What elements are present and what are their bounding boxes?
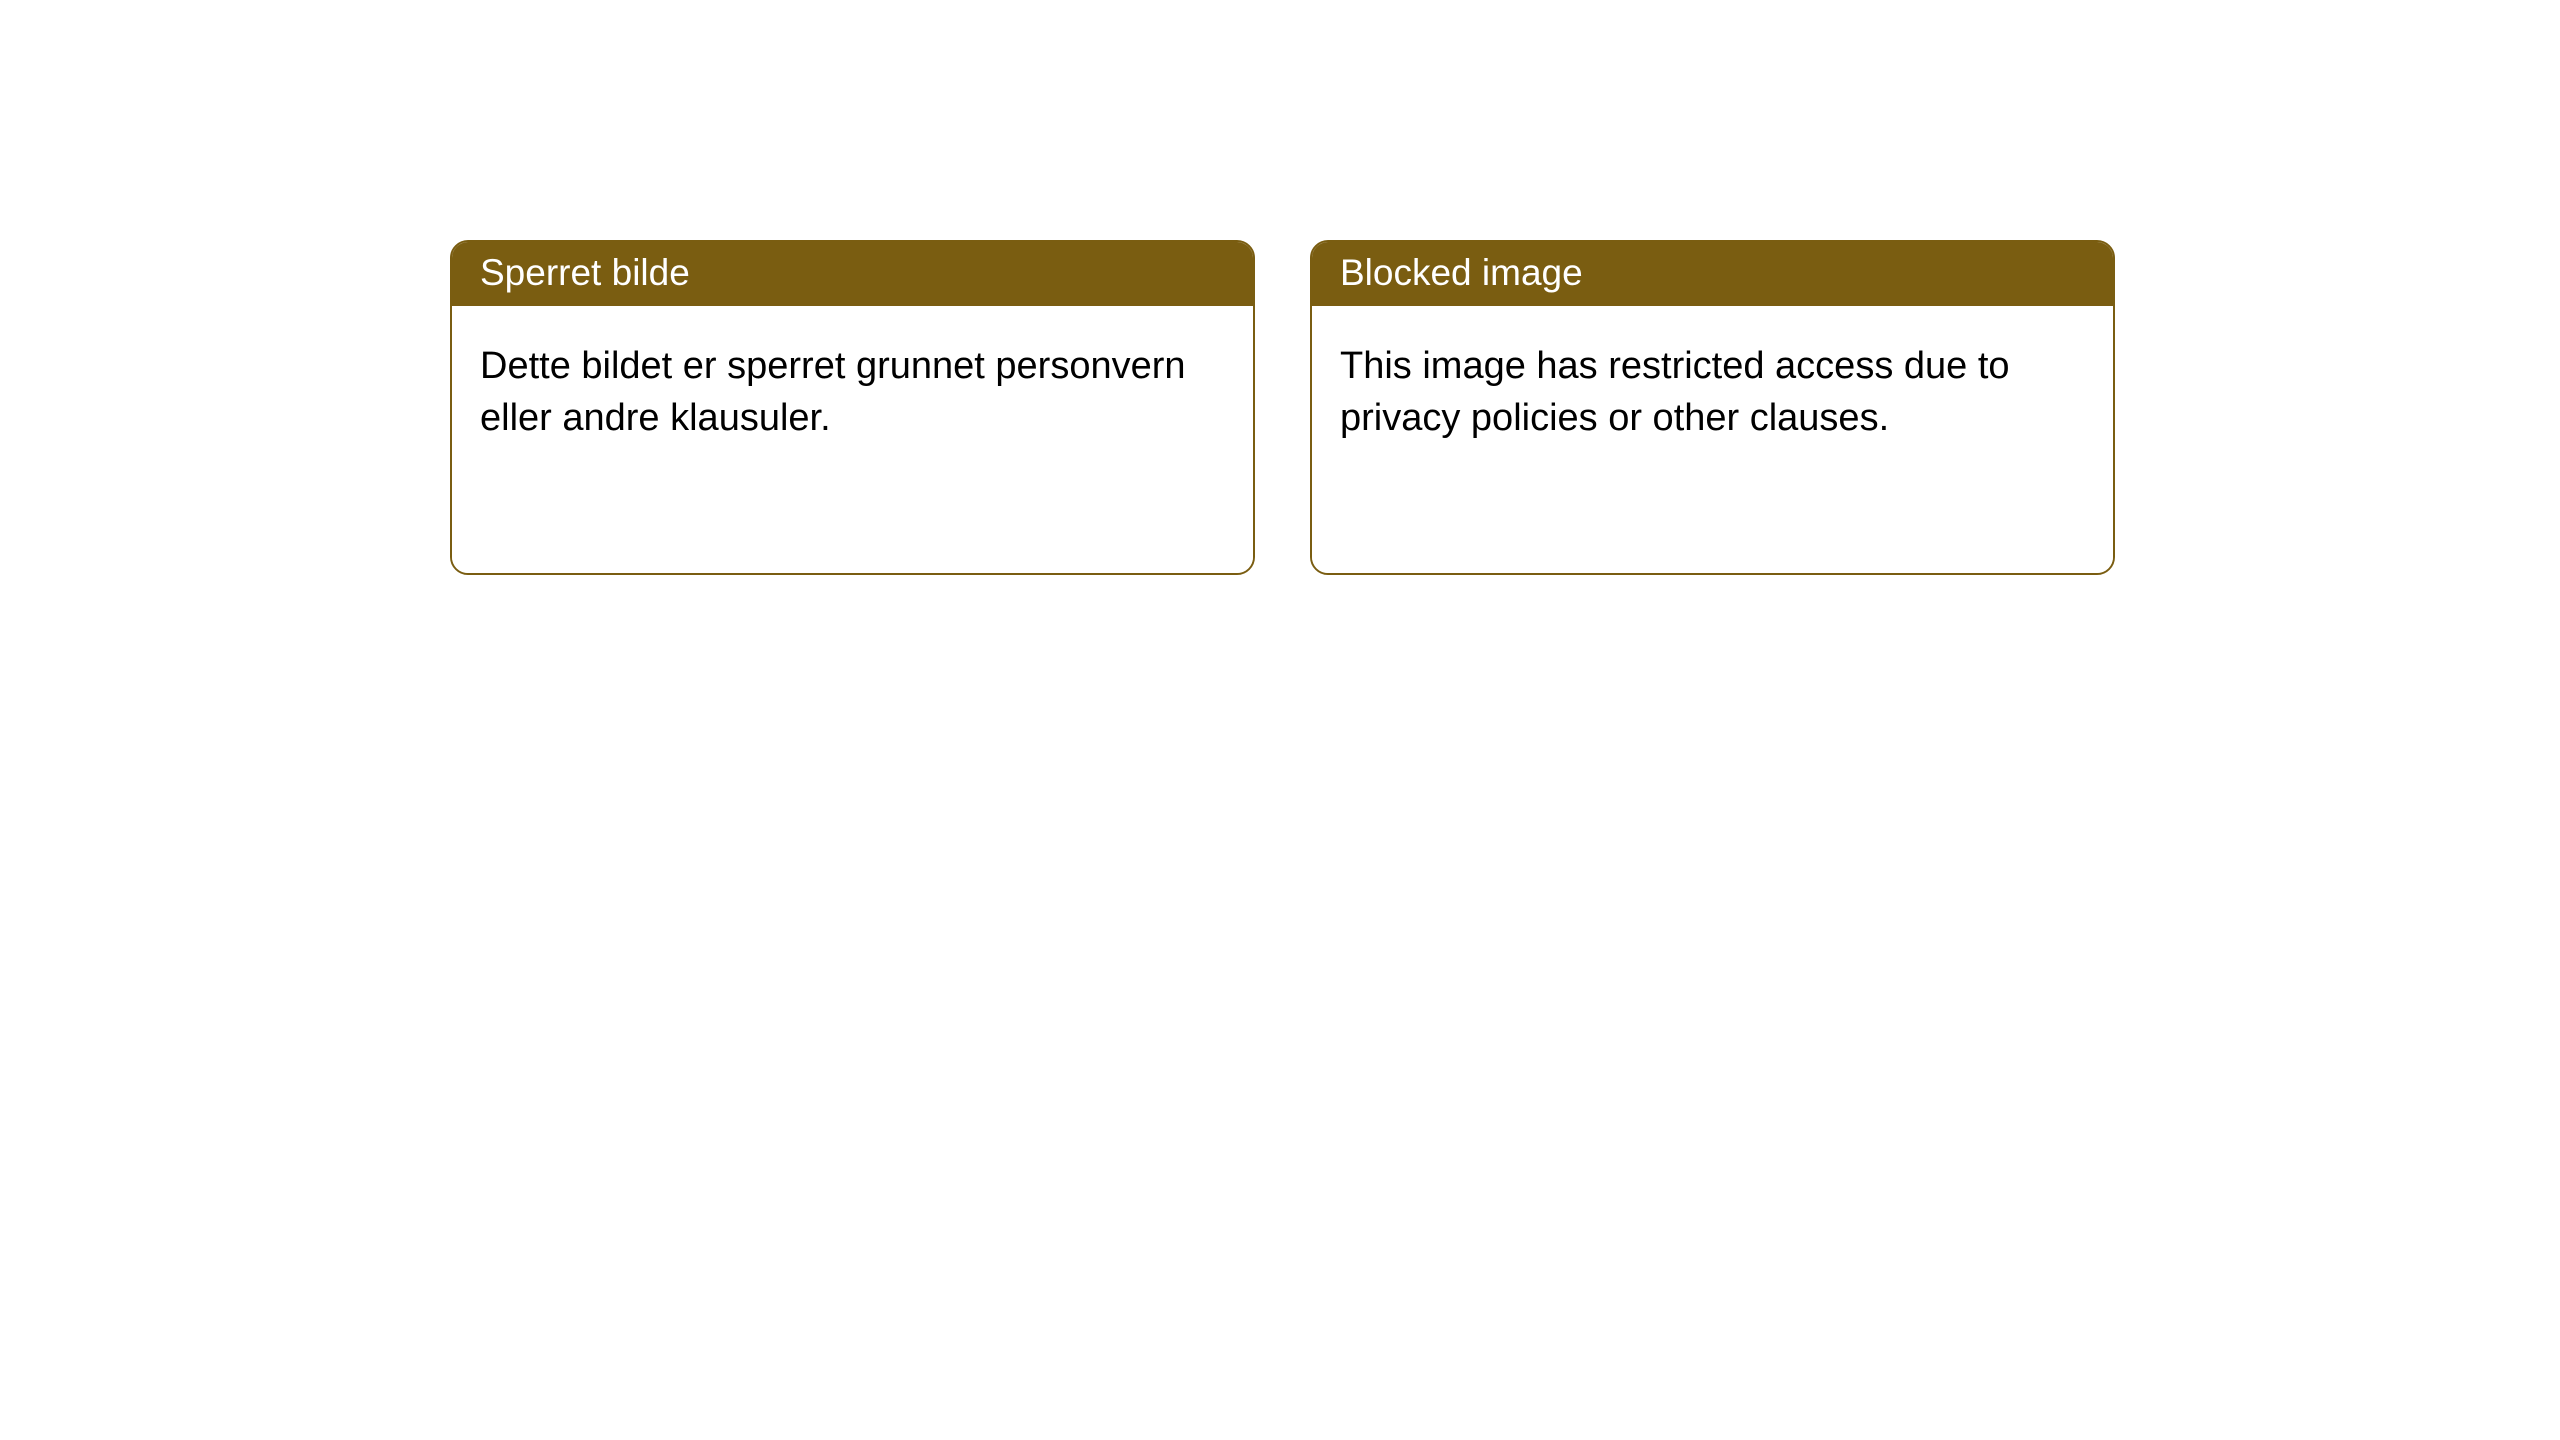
notice-header-english: Blocked image [1312, 242, 2113, 306]
notice-body-english: This image has restricted access due to … [1312, 306, 2113, 573]
notice-container: Sperret bilde Dette bildet er sperret gr… [0, 0, 2560, 575]
notice-header-norwegian: Sperret bilde [452, 242, 1253, 306]
notice-box-english: Blocked image This image has restricted … [1310, 240, 2115, 575]
notice-box-norwegian: Sperret bilde Dette bildet er sperret gr… [450, 240, 1255, 575]
notice-body-norwegian: Dette bildet er sperret grunnet personve… [452, 306, 1253, 573]
